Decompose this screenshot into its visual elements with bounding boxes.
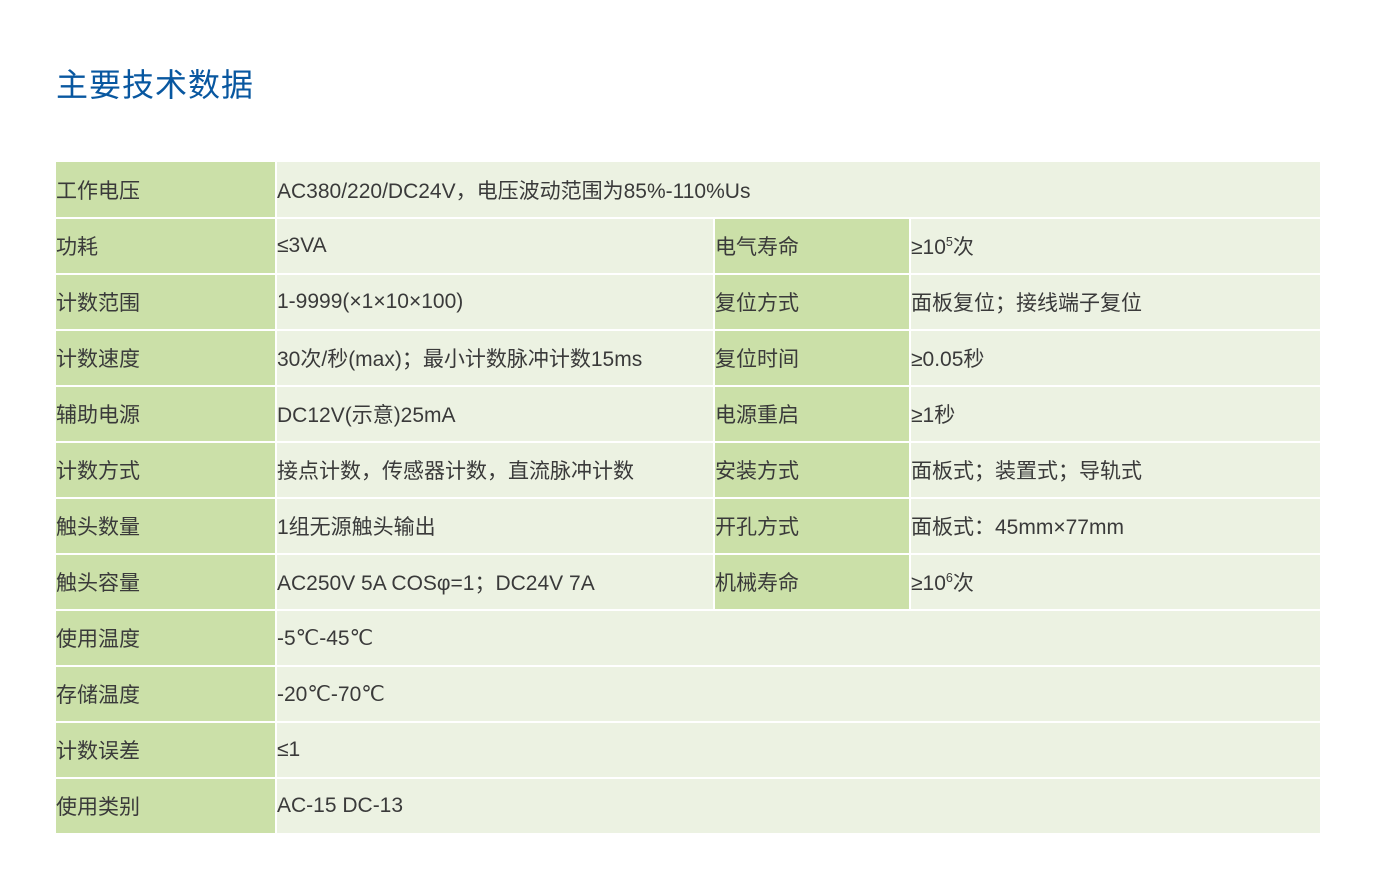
spec-label: 计数速度 — [56, 330, 276, 386]
spec-value: AC380/220/DC24V，电压波动范围为85%-110%Us — [276, 162, 1320, 218]
spec-label: 辅助电源 — [56, 386, 276, 442]
spec-label: 使用类别 — [56, 778, 276, 834]
table-row: 工作电压 AC380/220/DC24V，电压波动范围为85%-110%Us — [56, 162, 1320, 218]
spec-label: 触头容量 — [56, 554, 276, 610]
spec-label: 复位方式 — [714, 274, 910, 330]
spec-value: DC12V(示意)25mA — [276, 386, 714, 442]
spec-label: 使用温度 — [56, 610, 276, 666]
spec-value: AC-15 DC-13 — [276, 778, 1320, 834]
table-row: 触头容量 AC250V 5A COSφ=1；DC24V 7A 机械寿命 ≥106… — [56, 554, 1320, 610]
spec-value: ≥106次 — [910, 554, 1320, 610]
spec-label: 电源重启 — [714, 386, 910, 442]
page-title: 主要技术数据 — [56, 60, 1320, 106]
table-row: 存储温度 -20℃-70℃ — [56, 666, 1320, 722]
table-row: 使用类别 AC-15 DC-13 — [56, 778, 1320, 834]
spec-value: 1组无源触头输出 — [276, 498, 714, 554]
table-row: 辅助电源 DC12V(示意)25mA 电源重启 ≥1秒 — [56, 386, 1320, 442]
spec-value: 30次/秒(max)；最小计数脉冲计数15ms — [276, 330, 714, 386]
table-row: 功耗 ≤3VA 电气寿命 ≥105次 — [56, 218, 1320, 274]
spec-value: 面板复位；接线端子复位 — [910, 274, 1320, 330]
spec-label: 计数方式 — [56, 442, 276, 498]
spec-label: 机械寿命 — [714, 554, 910, 610]
spec-value: -20℃-70℃ — [276, 666, 1320, 722]
spec-value: ≥1秒 — [910, 386, 1320, 442]
table-row: 触头数量 1组无源触头输出 开孔方式 面板式：45mm×77mm — [56, 498, 1320, 554]
spec-label: 计数误差 — [56, 722, 276, 778]
spec-label: 开孔方式 — [714, 498, 910, 554]
spec-value: 面板式；装置式；导轨式 — [910, 442, 1320, 498]
spec-value: ≤3VA — [276, 218, 714, 274]
spec-value: ≥105次 — [910, 218, 1320, 274]
spec-label: 计数范围 — [56, 274, 276, 330]
spec-value: ≤1 — [276, 722, 1320, 778]
spec-label: 安装方式 — [714, 442, 910, 498]
spec-table: 工作电压 AC380/220/DC24V，电压波动范围为85%-110%Us 功… — [56, 162, 1320, 835]
spec-value: 1-9999(×1×10×100) — [276, 274, 714, 330]
spec-label: 复位时间 — [714, 330, 910, 386]
spec-label: 存储温度 — [56, 666, 276, 722]
table-row: 计数误差 ≤1 — [56, 722, 1320, 778]
spec-label: 触头数量 — [56, 498, 276, 554]
spec-value: -5℃-45℃ — [276, 610, 1320, 666]
spec-value: 接点计数，传感器计数，直流脉冲计数 — [276, 442, 714, 498]
spec-label: 功耗 — [56, 218, 276, 274]
table-row: 使用温度 -5℃-45℃ — [56, 610, 1320, 666]
spec-value: AC250V 5A COSφ=1；DC24V 7A — [276, 554, 714, 610]
spec-label: 电气寿命 — [714, 218, 910, 274]
table-row: 计数方式 接点计数，传感器计数，直流脉冲计数 安装方式 面板式；装置式；导轨式 — [56, 442, 1320, 498]
table-row: 计数范围 1-9999(×1×10×100) 复位方式 面板复位；接线端子复位 — [56, 274, 1320, 330]
spec-value: ≥0.05秒 — [910, 330, 1320, 386]
table-row: 计数速度 30次/秒(max)；最小计数脉冲计数15ms 复位时间 ≥0.05秒 — [56, 330, 1320, 386]
spec-value: 面板式：45mm×77mm — [910, 498, 1320, 554]
spec-label: 工作电压 — [56, 162, 276, 218]
